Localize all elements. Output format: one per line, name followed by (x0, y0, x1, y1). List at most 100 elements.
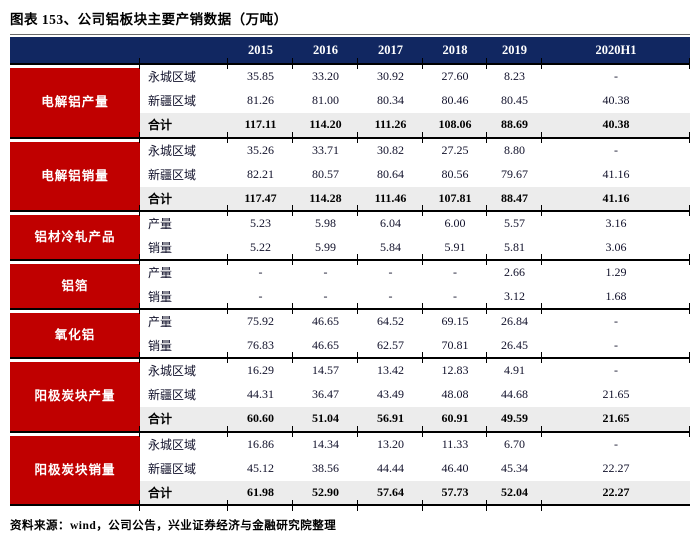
source-note: 资料来源：wind，公司公告，兴业证券经济与金融研究院整理 (10, 520, 337, 532)
value-cell: - (227, 255, 293, 285)
value-cell: 36.47 (293, 382, 358, 407)
row-label: 销量 (140, 284, 228, 309)
value-cell: 40.38 (542, 113, 690, 138)
value-cell: 5.81 (487, 235, 542, 260)
top-divider (10, 34, 690, 35)
value-cell: - (542, 333, 690, 358)
value-cell: 16.29 (227, 353, 293, 383)
value-cell: 46.40 (423, 456, 487, 481)
value-cell: 80.64 (358, 162, 423, 187)
category-cell: 电解铝销量 (10, 136, 140, 211)
value-cell: 62.57 (358, 333, 423, 358)
value-cell: 108.06 (423, 113, 487, 138)
value-cell: 117.47 (228, 186, 293, 211)
value-cell: 22.27 (542, 456, 690, 481)
value-cell: 76.83 (228, 333, 293, 358)
year-header: 2015 (228, 37, 293, 64)
value-cell: 16.86 (227, 426, 293, 456)
value-cell: 80.57 (293, 162, 358, 187)
value-cell: 13.42 (357, 353, 423, 383)
value-cell: 14.57 (292, 353, 358, 383)
table-row: 新疆区域 81.26 81.00 80.34 80.46 80.45 40.38 (10, 88, 690, 113)
value-cell: 82.21 (228, 162, 293, 187)
value-cell: 3.12 (487, 284, 542, 309)
value-cell: 1.68 (542, 284, 690, 309)
value-cell: 52.90 (292, 480, 358, 511)
value-cell: 49.59 (487, 407, 542, 432)
value-cell: 111.46 (358, 186, 423, 211)
value-cell: 80.46 (423, 88, 487, 113)
table-row: 合计 61.98 52.90 57.64 57.73 52.04 22.27 (10, 480, 690, 511)
year-header: 2018 (423, 37, 487, 64)
value-cell: 61.98 (227, 480, 293, 511)
value-cell: 2.66 (486, 255, 542, 285)
value-cell: 13.20 (357, 426, 423, 456)
value-cell: 60.60 (228, 407, 293, 432)
value-cell: - (541, 59, 690, 89)
value-cell: 114.20 (293, 113, 358, 138)
value-cell: 41.16 (542, 186, 690, 211)
value-cell: 5.91 (423, 235, 487, 260)
value-cell: 4.91 (486, 353, 542, 383)
row-label: 合计 (139, 480, 228, 511)
value-cell: 5.23 (227, 206, 293, 236)
value-cell: 1.29 (541, 255, 690, 285)
value-cell: 111.26 (358, 113, 423, 138)
value-cell: 33.20 (292, 59, 358, 89)
category-cell: 阳极炭块销量 (10, 430, 140, 505)
value-cell: 3.06 (542, 235, 690, 260)
value-cell: 81.00 (293, 88, 358, 113)
value-cell: 44.31 (228, 382, 293, 407)
value-cell: - (541, 304, 690, 334)
table-row: 铝箔 产量 - - - -2.66 1.29 (10, 255, 690, 309)
value-cell: 8.80 (486, 132, 542, 162)
value-cell: 35.26 (227, 132, 293, 162)
value-cell: - (541, 353, 690, 383)
value-cell: 46.65 (292, 304, 358, 334)
table-row: 销量 76.83 46.65 62.57 70.81 26.45- (10, 333, 690, 358)
value-cell: - (541, 426, 690, 456)
value-cell: 56.91 (358, 407, 423, 432)
value-cell: 80.56 (423, 162, 487, 187)
category-cell: 阳极炭块产量 (10, 357, 140, 432)
value-cell: - (423, 284, 487, 309)
value-cell: 75.92 (227, 304, 293, 334)
value-cell: 38.56 (293, 456, 358, 481)
value-cell: 14.34 (292, 426, 358, 456)
row-label: 产量 (139, 255, 228, 285)
row-label: 合计 (140, 113, 228, 138)
value-cell: - (228, 284, 293, 309)
row-label: 永城区域 (139, 353, 228, 383)
value-cell: 117.11 (228, 113, 293, 138)
value-cell: 26.84 (486, 304, 542, 334)
table-row: 合计 117.47 114.28 111.46 107.81 88.47 41.16 (10, 186, 690, 211)
value-cell: - (358, 284, 423, 309)
value-cell: 64.52 (357, 304, 423, 334)
value-cell: 114.28 (293, 186, 358, 211)
table-row: 新疆区域 44.31 36.47 43.49 48.08 44.68 21.65 (10, 382, 690, 407)
value-cell: 44.44 (358, 456, 423, 481)
year-header: 2017 (358, 37, 423, 64)
table-row: 合计 60.60 51.04 56.91 60.91 49.59 21.65 (10, 407, 690, 432)
value-cell: 5.84 (358, 235, 423, 260)
value-cell: - (422, 255, 487, 285)
row-label: 产量 (139, 304, 228, 334)
value-cell: 79.67 (487, 162, 542, 187)
production-sales-table: 2015 2016 2017 2018 2019 2020H1 电解铝产量 永城区域 35.8… (10, 37, 690, 511)
value-cell: 5.98 (292, 206, 358, 236)
row-label: 新疆区域 (140, 162, 228, 187)
value-cell: 45.12 (228, 456, 293, 481)
value-cell: 45.34 (487, 456, 542, 481)
value-cell: 51.04 (293, 407, 358, 432)
value-cell: 40.38 (542, 88, 690, 113)
year-header: 2020H1 (542, 37, 690, 64)
table-row: 阳极炭块销量 永城区域 16.86 14.34 13.20 11.33 6.70- (10, 426, 690, 505)
value-cell: 3.16 (541, 206, 690, 236)
value-cell: 44.68 (487, 382, 542, 407)
value-cell: 5.57 (486, 206, 542, 236)
table-row: 电解铝产量 永城区域 35.85 33.20 30.92 27.60 8.23- (10, 59, 690, 138)
year-header: 2019 (487, 37, 542, 64)
value-cell: 88.47 (487, 186, 542, 211)
value-cell: 27.25 (422, 132, 487, 162)
